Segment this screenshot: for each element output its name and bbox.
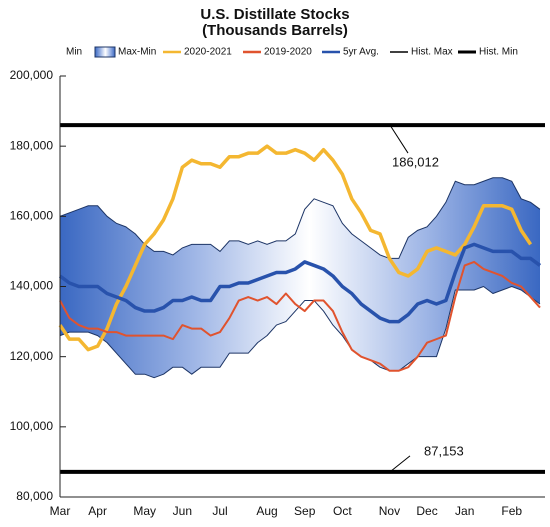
legend-swatch <box>94 46 116 58</box>
x-tick-label: Feb <box>501 504 522 518</box>
legend-label: Min <box>66 47 82 58</box>
legend-label: Hist. Min <box>479 47 518 58</box>
x-tick-label: Apr <box>88 504 107 518</box>
y-tick-label: 200,000 <box>10 68 54 82</box>
series-line <box>58 242 542 324</box>
y-tick-label: 120,000 <box>10 349 54 363</box>
y-tick-label: 180,000 <box>10 138 54 152</box>
series-line <box>59 286 541 379</box>
y-tick-label: 100,000 <box>10 419 54 433</box>
legend-label: 2019-2020 <box>264 47 312 58</box>
plot-area: 186,012 87,153 <box>58 123 545 474</box>
hist-label: 87,153 <box>424 443 464 458</box>
chart-title: U.S. Distillate Stocks <box>200 6 349 23</box>
x-tick-label: Dec <box>416 504 437 518</box>
legend-label: 2020-2021 <box>184 47 232 58</box>
x-tick-label: Aug <box>256 504 277 518</box>
y-tick-label: 140,000 <box>10 279 54 293</box>
x-tick-label: Jun <box>173 504 192 518</box>
leader-line <box>389 124 409 154</box>
band-area <box>60 177 540 378</box>
x-tick-label: Jul <box>212 504 227 518</box>
x-tick-label: Mar <box>50 504 71 518</box>
legend-label: 5yr Avg. <box>343 47 379 58</box>
band-top-edge <box>59 177 541 259</box>
y-tick-label: 80,000 <box>16 489 53 503</box>
chart-subtitle: (Thousands Barrels) <box>202 22 348 39</box>
x-tick-label: Sep <box>294 504 316 518</box>
y-tick-label: 160,000 <box>10 209 54 223</box>
series-line <box>59 260 541 372</box>
legend-label: Hist. Max <box>411 47 453 58</box>
leader-line <box>389 455 411 473</box>
series-line <box>58 144 533 352</box>
x-tick-label: Nov <box>379 504 400 518</box>
legend: Min Max-Min 2020-2021 2019-2020 5yr Avg. Hist… <box>66 46 518 58</box>
legend-label: Max-Min <box>118 47 156 58</box>
x-tick-label: Jan <box>455 504 474 518</box>
x-tick-label: Oct <box>333 504 352 518</box>
x-tick-label: May <box>133 504 156 518</box>
hist-label: 186,012 <box>392 155 439 170</box>
